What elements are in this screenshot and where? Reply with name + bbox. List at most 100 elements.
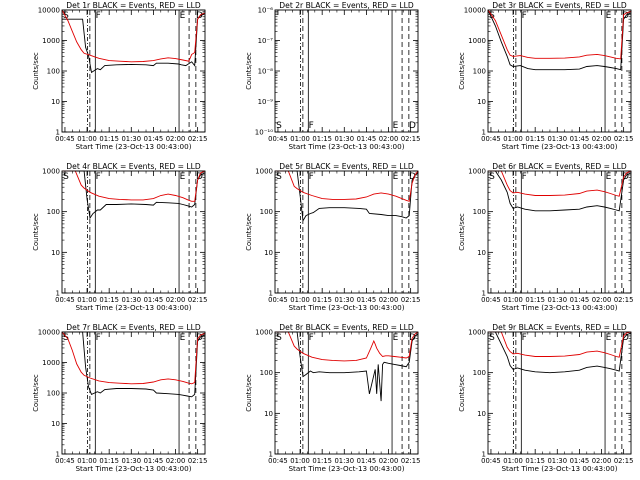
x-tick-label: 01:30 <box>547 135 567 143</box>
plot-frame <box>61 331 206 455</box>
series-line-lld <box>62 170 206 202</box>
event-marker-label: E <box>180 172 186 182</box>
x-tick-label: 00:45 <box>55 135 75 143</box>
event-marker-label: E <box>393 172 399 182</box>
x-tick-label: 00:45 <box>481 296 501 304</box>
event-marker-label: S <box>276 121 282 131</box>
y-tick-label: 10 <box>51 249 60 257</box>
event-marker-label: E <box>393 333 399 343</box>
chart-title: Det 3r BLACK = Events, RED = LLD <box>492 1 627 10</box>
y-tick-label: 100 <box>47 390 60 398</box>
x-tick-label: 01:30 <box>121 457 141 465</box>
chart-title: Det 2r BLACK = Events, RED = LLD <box>279 1 414 10</box>
x-tick-label: 02:00 <box>379 457 399 465</box>
x-tick-label: 02:15 <box>401 457 421 465</box>
x-tick-label: 00:45 <box>55 296 75 304</box>
x-tick-label: 02:15 <box>188 457 208 465</box>
x-tick-label: 02:00 <box>592 135 612 143</box>
x-tick-label: 01:15 <box>525 296 545 304</box>
x-tick-label: 01:30 <box>121 135 141 143</box>
x-tick-label: 01:00 <box>503 457 523 465</box>
event-marker-label: S <box>489 333 495 343</box>
y-tick-label: 1000 <box>255 329 273 337</box>
x-tick-label: 01:00 <box>503 135 523 143</box>
x-axis-label: Start Time (23-Oct-13 00:43:00) <box>76 303 192 312</box>
y-axis-label: Counts/sec <box>458 374 466 412</box>
x-tick-label: 01:45 <box>357 296 377 304</box>
x-tick-label: 01:15 <box>312 457 332 465</box>
x-tick-label: 00:45 <box>268 135 288 143</box>
chart-title: Det 1r BLACK = Events, RED = LLD <box>66 1 201 10</box>
x-tick-label: 01:45 <box>570 457 590 465</box>
x-tick-label: 01:30 <box>334 135 354 143</box>
event-marker-label: F <box>309 172 314 182</box>
y-axis-label: Counts/sec <box>245 374 253 412</box>
x-tick-label: 01:00 <box>290 296 310 304</box>
event-marker-label: E <box>393 121 399 131</box>
chart-title: Det 4r BLACK = Events, RED = LLD <box>66 162 201 171</box>
x-tick-label: 02:15 <box>401 135 421 143</box>
x-axis-label: Start Time (23-Oct-13 00:43:00) <box>502 303 618 312</box>
series-line-lld <box>275 331 419 362</box>
y-axis-label: Counts/sec <box>32 374 40 412</box>
y-axis-label: Counts/sec <box>245 213 253 251</box>
y-tick-label: 1000 <box>42 168 60 176</box>
y-tick-label: 100 <box>47 68 60 76</box>
chart-panel-8: Det 8r BLACK = Events, RED = LLD 1 10 100 10… <box>245 323 420 473</box>
series-line-events <box>62 331 206 398</box>
x-tick-label: 01:15 <box>525 135 545 143</box>
y-tick-label: 10000 <box>464 7 486 15</box>
y-tick-label: 10⁻⁹ <box>258 98 274 106</box>
x-tick-label: 01:15 <box>99 457 119 465</box>
y-tick-label: 10000 <box>38 7 60 15</box>
x-axis-label: Start Time (23-Oct-13 00:43:00) <box>502 464 618 473</box>
series-line-lld <box>61 9 206 63</box>
x-tick-label: 01:45 <box>144 135 164 143</box>
plot-frame <box>274 170 419 294</box>
y-tick-label: 100 <box>473 68 486 76</box>
event-marker-label: E <box>606 11 612 21</box>
x-tick-label: 02:00 <box>166 457 186 465</box>
chart-panel-7: Det 7r BLACK = Events, RED = LLD 1 10 100 10… <box>32 323 207 473</box>
x-tick-label: 01:30 <box>334 296 354 304</box>
event-marker-label: S <box>276 333 282 343</box>
y-tick-label: 100 <box>47 208 60 216</box>
plot-frame <box>487 331 632 455</box>
x-tick-label: 02:00 <box>379 135 399 143</box>
series-line-lld <box>487 9 632 60</box>
x-axis-label: Start Time (23-Oct-13 00:43:00) <box>76 464 192 473</box>
y-tick-label: 1 <box>269 451 273 459</box>
x-axis-label: Start Time (23-Oct-13 00:43:00) <box>502 142 618 151</box>
x-tick-label: 02:00 <box>166 135 186 143</box>
x-tick-label: 01:15 <box>312 135 332 143</box>
chart-panel-4: Det 4r BLACK = Events, RED = LLD 1 10 100 10… <box>32 162 207 312</box>
event-marker-label: E <box>606 333 612 343</box>
y-tick-label: 1000 <box>468 329 486 337</box>
chart-title: Det 7r BLACK = Events, RED = LLD <box>66 323 201 332</box>
x-tick-label: 02:00 <box>592 296 612 304</box>
x-tick-label: 01:00 <box>77 457 97 465</box>
y-tick-label: 10 <box>477 410 486 418</box>
chart-title: Det 8r BLACK = Events, RED = LLD <box>279 323 414 332</box>
chart-title: Det 5r BLACK = Events, RED = LLD <box>279 162 414 171</box>
x-tick-label: 00:45 <box>55 457 75 465</box>
event-marker-label: D <box>409 172 416 182</box>
x-tick-label: 02:15 <box>614 135 634 143</box>
x-tick-label: 02:15 <box>614 457 634 465</box>
x-tick-label: 02:15 <box>188 296 208 304</box>
y-axis-label: Counts/sec <box>32 213 40 251</box>
y-tick-label: 100 <box>473 369 486 377</box>
event-marker-label: F <box>96 172 101 182</box>
plot-frame <box>274 9 419 133</box>
chart-panel-6: Det 6r BLACK = Events, RED = LLD 1 10 100 10… <box>458 162 633 312</box>
event-marker-label: D <box>622 333 629 343</box>
event-marker-label: S <box>63 333 69 343</box>
y-tick-label: 1 <box>482 451 486 459</box>
y-tick-label: 1 <box>482 290 486 298</box>
y-tick-label: 10 <box>477 249 486 257</box>
chart-title: Det 6r BLACK = Events, RED = LLD <box>492 162 627 171</box>
x-axis-label: Start Time (23-Oct-13 00:43:00) <box>289 303 405 312</box>
event-marker-label: F <box>522 172 527 182</box>
y-tick-label: 1000 <box>255 168 273 176</box>
